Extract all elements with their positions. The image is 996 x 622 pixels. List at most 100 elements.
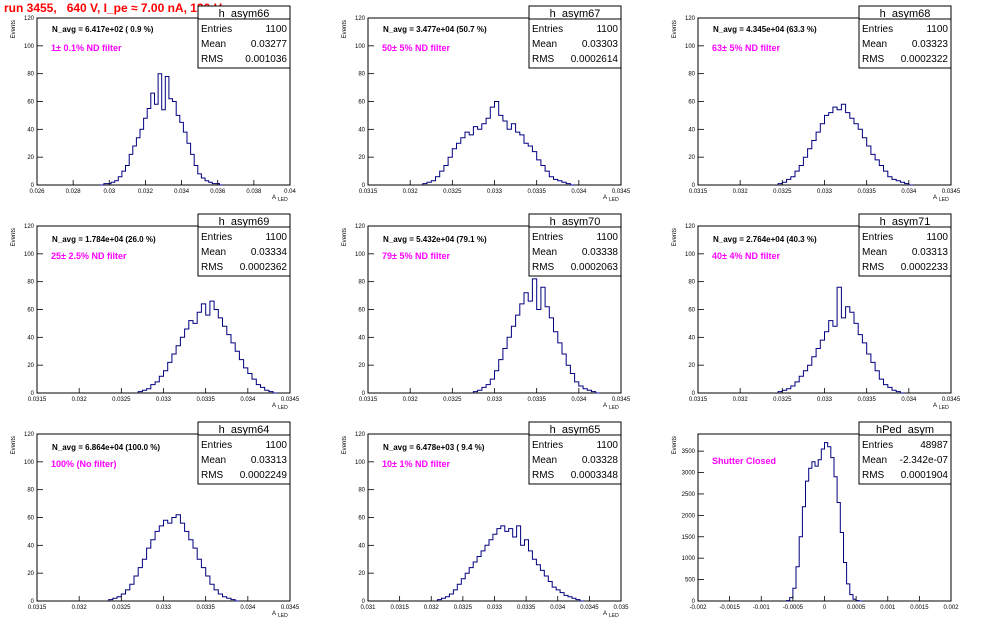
stats-label: Entries bbox=[201, 232, 232, 243]
filter-label: 25± 2.5% ND filter bbox=[51, 251, 127, 261]
y-tick-label: 80 bbox=[358, 280, 365, 286]
panel-h_asym71: 0.0315 0.032 0.0325 0.033 0.0335 0.034 0.0345 0… bbox=[672, 213, 961, 411]
y-tick-label: 20 bbox=[688, 155, 695, 161]
x-tick-label: 0.033 bbox=[487, 397, 503, 403]
x-tick-label: 0.034 bbox=[550, 605, 566, 611]
y-tick-label: 0 bbox=[692, 391, 696, 397]
y-axis-title: Events bbox=[672, 228, 678, 246]
histogram-line bbox=[137, 300, 278, 394]
x-tick-label: 0.0325 bbox=[112, 605, 131, 611]
stats-label: Mean bbox=[532, 39, 557, 50]
histogram-name: h_asym69 bbox=[219, 216, 270, 228]
x-tick-label: 0.0325 bbox=[443, 189, 462, 195]
histogram-name: h_asym66 bbox=[219, 8, 270, 20]
x-axis-title-sub: LED bbox=[278, 197, 288, 203]
y-tick-label: 80 bbox=[27, 488, 34, 494]
stats-value: 0.03313 bbox=[251, 455, 288, 466]
y-tick-label: 120 bbox=[685, 16, 696, 22]
stats-value: -2.342e-07 bbox=[900, 455, 949, 466]
stats-label: RMS bbox=[862, 262, 885, 273]
y-axis-title: Events bbox=[342, 20, 348, 38]
panel-h_asym68: 0.0315 0.032 0.0325 0.033 0.0335 0.034 0.0345 0… bbox=[672, 5, 961, 203]
histogram-line bbox=[777, 286, 905, 394]
x-tick-label: 0.034 bbox=[901, 189, 917, 195]
x-axis-title-sub: LED bbox=[609, 405, 619, 411]
stats-value: 48987 bbox=[920, 440, 948, 451]
navg-label: N_avg = 1.784e+04 (26.0 %) bbox=[52, 235, 156, 244]
y-axis-title: Events bbox=[342, 228, 348, 246]
x-tick-label: 0.033 bbox=[156, 605, 172, 611]
y-tick-label: 120 bbox=[355, 16, 366, 22]
x-axis-title-sub: LED bbox=[278, 405, 288, 411]
x-tick-label: 0.03 bbox=[103, 189, 115, 195]
x-tick-label: 0.0335 bbox=[527, 397, 546, 403]
y-tick-label: 20 bbox=[358, 155, 365, 161]
histogram-name: h_asym68 bbox=[880, 8, 931, 20]
stats-label: RMS bbox=[862, 54, 885, 65]
x-tick-label: 0.0325 bbox=[112, 397, 131, 403]
y-tick-label: 40 bbox=[358, 127, 365, 133]
y-tick-label: 60 bbox=[358, 308, 365, 314]
y-tick-label: 40 bbox=[358, 543, 365, 549]
x-axis-title: A LED bbox=[272, 403, 288, 411]
y-tick-label: 2000 bbox=[682, 513, 696, 519]
filter-label: 40± 4% ND filter bbox=[712, 251, 780, 261]
stats-label: Entries bbox=[532, 440, 563, 451]
x-tick-label: 0.032 bbox=[733, 397, 749, 403]
y-tick-label: 100 bbox=[685, 44, 696, 50]
y-tick-label: 80 bbox=[358, 488, 365, 494]
histogram-line bbox=[786, 442, 863, 602]
panel-h_asym65: 0.031 0.0315 0.032 0.0325 0.033 0.0335 0.034 0.… bbox=[342, 421, 629, 619]
x-tick-label: 0.034 bbox=[901, 397, 917, 403]
stats-box: h_asym65 Entries 1100 Mean 0.03328 RMS 0.00033… bbox=[528, 421, 622, 485]
stats-box-frame bbox=[858, 421, 952, 485]
x-tick-label: 0.0335 bbox=[196, 605, 215, 611]
stats-value: 1100 bbox=[265, 440, 287, 451]
stats-label: RMS bbox=[532, 54, 555, 65]
y-tick-label: 40 bbox=[27, 543, 34, 549]
stats-value: 0.0003348 bbox=[571, 470, 619, 481]
x-tick-label: 0.032 bbox=[138, 189, 154, 195]
x-tick-label: 0.0325 bbox=[454, 605, 473, 611]
stats-label: Mean bbox=[862, 39, 887, 50]
stats-box: h_asym68 Entries 1100 Mean 0.03323 RMS 0.00023… bbox=[858, 5, 952, 69]
x-tick-label: 0.0345 bbox=[281, 605, 300, 611]
y-tick-label: 1000 bbox=[682, 556, 696, 562]
histogram-name: h_asym67 bbox=[550, 8, 601, 20]
stats-value: 0.0002614 bbox=[571, 54, 619, 65]
stats-box: h_asym67 Entries 1100 Mean 0.03303 RMS 0.00026… bbox=[528, 5, 622, 69]
stats-label: Entries bbox=[862, 232, 893, 243]
x-axis-title-main: A bbox=[933, 403, 937, 409]
stats-value: 0.0002322 bbox=[901, 54, 949, 65]
x-tick-label: 0.034 bbox=[571, 189, 587, 195]
x-tick-label: 0.0315 bbox=[28, 397, 47, 403]
stats-value: 0.0002063 bbox=[571, 262, 619, 273]
y-tick-label: 0 bbox=[362, 391, 366, 397]
x-axis-title-main: A bbox=[933, 195, 937, 201]
y-tick-label: 0 bbox=[362, 599, 366, 605]
y-tick-label: 80 bbox=[358, 72, 365, 78]
navg-label: N_avg = 4.345e+04 (63.3 %) bbox=[713, 25, 817, 34]
y-tick-label: 0 bbox=[692, 599, 696, 605]
x-axis-title-sub: LED bbox=[278, 613, 288, 619]
x-tick-label: 0.0335 bbox=[517, 605, 536, 611]
stats-label: RMS bbox=[532, 262, 555, 273]
filter-label: 100% (No filter) bbox=[51, 459, 117, 469]
y-tick-label: 100 bbox=[24, 252, 35, 258]
histogram-line bbox=[437, 525, 584, 602]
stats-label: Mean bbox=[532, 247, 557, 258]
filter-label: 10± 1% ND filter bbox=[382, 459, 450, 469]
stats-label: Entries bbox=[532, 232, 563, 243]
histogram-line bbox=[108, 514, 240, 602]
stats-label: RMS bbox=[862, 470, 885, 481]
histogram-line bbox=[422, 101, 575, 186]
x-tick-label: 0.034 bbox=[174, 189, 190, 195]
y-tick-label: 0 bbox=[692, 183, 696, 189]
y-tick-label: 60 bbox=[688, 308, 695, 314]
y-tick-label: 0 bbox=[31, 183, 35, 189]
x-tick-label: 0.036 bbox=[210, 189, 226, 195]
panel-h_asym69: 0.0315 0.032 0.0325 0.033 0.0335 0.034 0.0345 0… bbox=[11, 213, 300, 411]
x-tick-label: 0.033 bbox=[817, 397, 833, 403]
x-tick-label: 0.0335 bbox=[527, 189, 546, 195]
